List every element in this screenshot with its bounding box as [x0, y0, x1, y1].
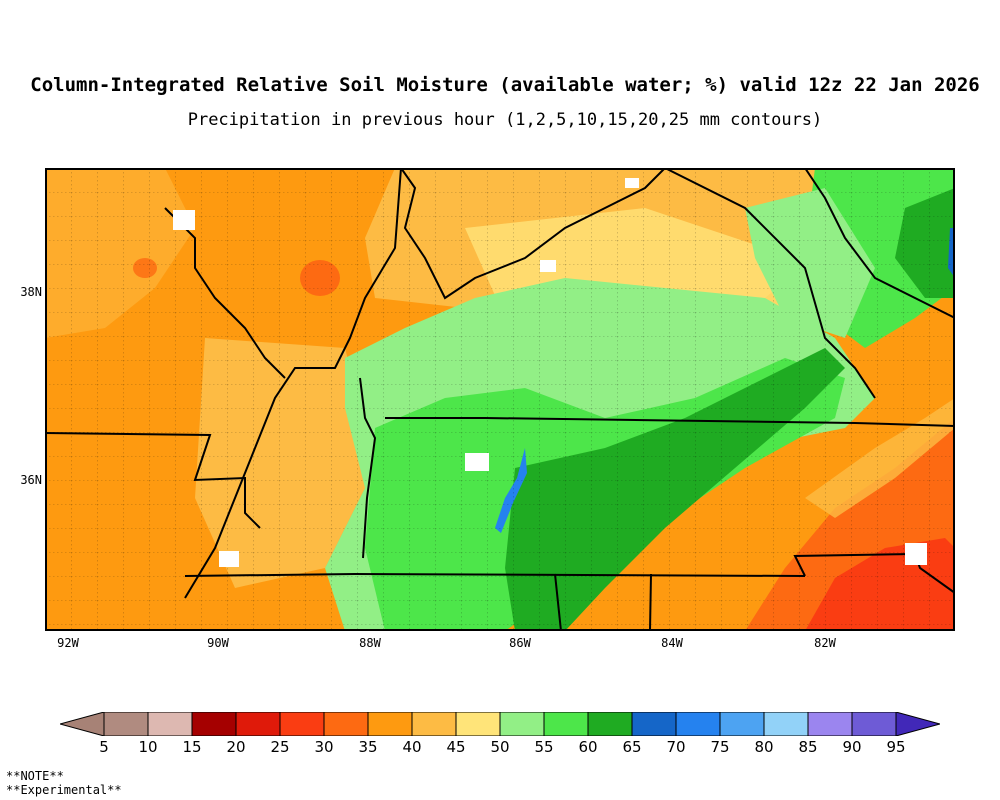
lon-label-86w: 86W [509, 636, 531, 650]
colorbar-tick-label: 65 [622, 738, 642, 756]
soil-moisture-map [45, 168, 955, 631]
colorbar-tick-label: 45 [446, 738, 466, 756]
colorbar-bin [807, 712, 853, 736]
map-subtitle: Precipitation in previous hour (1,2,5,10… [187, 110, 823, 130]
county-grid [45, 168, 955, 631]
lon-label-88w: 88W [359, 636, 381, 650]
colorbar [60, 712, 940, 736]
colorbar-bin [147, 712, 193, 736]
colorbar-tick-label: 60 [578, 738, 598, 756]
colorbar-bin [103, 712, 149, 736]
lon-label-84w: 84W [661, 636, 683, 650]
colorbar-bin [235, 712, 281, 736]
lat-label-36n: 36N [20, 473, 42, 487]
map-title: Column-Integrated Relative Soil Moisture… [30, 74, 980, 96]
colorbar-tick-label: 15 [182, 738, 202, 756]
colorbar-tick-label: 80 [754, 738, 774, 756]
colorbar-tick-label: 40 [402, 738, 422, 756]
lon-label-90w: 90W [207, 636, 229, 650]
colorbar-bin [631, 712, 677, 736]
colorbar-bin [763, 712, 809, 736]
colorbar-bin [719, 712, 765, 736]
colorbar-max-arrow [895, 712, 940, 736]
colorbar-bin [543, 712, 589, 736]
colorbar-tick-label: 5 [99, 738, 109, 756]
lon-label-92w: 92W [57, 636, 79, 650]
map-frame [45, 168, 955, 631]
experimental-label: **Experimental** [6, 783, 122, 797]
colorbar-bin [367, 712, 413, 736]
missing-data-patches [173, 178, 927, 567]
colorbar-bin [191, 712, 237, 736]
colorbar-bin [455, 712, 501, 736]
colorbar-min-arrow [60, 712, 105, 736]
colorbar-bin [675, 712, 721, 736]
colorbar-tick-label: 95 [886, 738, 906, 756]
colorbar-bin [323, 712, 369, 736]
colorbar-bin [411, 712, 457, 736]
lon-label-82w: 82W [814, 636, 836, 650]
colorbar-tick-label: 50 [490, 738, 510, 756]
colorbar-tick-label: 70 [666, 738, 686, 756]
colorbar-tick-label: 90 [842, 738, 862, 756]
state-boundaries [45, 168, 955, 631]
colorbar-bin [851, 712, 897, 736]
colorbar-tick-label: 85 [798, 738, 818, 756]
colorbar-tick-label: 55 [534, 738, 554, 756]
colorbar-bin [499, 712, 545, 736]
colorbar-tick-label: 25 [270, 738, 290, 756]
colorbar-tick-label: 10 [138, 738, 158, 756]
colorbar-tick-label: 35 [358, 738, 378, 756]
colorbar-bin [587, 712, 633, 736]
colorbar-tick-label: 20 [226, 738, 246, 756]
lat-label-38n: 38N [20, 285, 42, 299]
colorbar-bin [279, 712, 325, 736]
note-label: **NOTE** [6, 769, 64, 783]
colorbar-tick-label: 75 [710, 738, 730, 756]
colorbar-tick-label: 30 [314, 738, 334, 756]
